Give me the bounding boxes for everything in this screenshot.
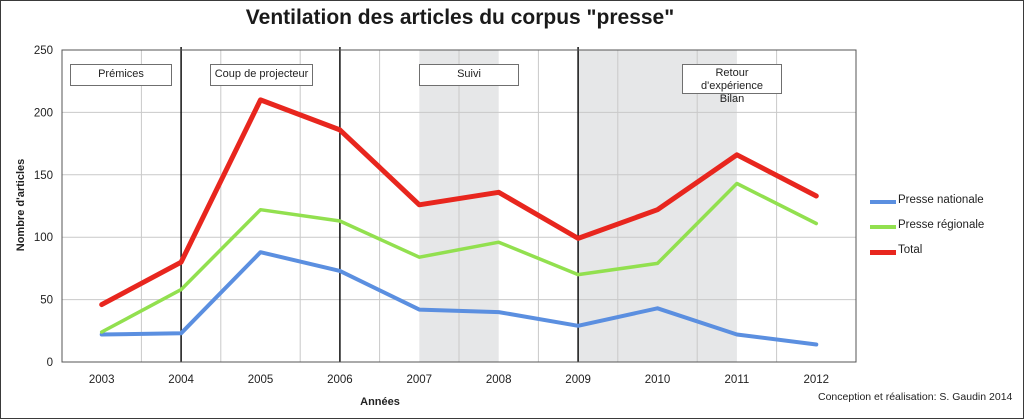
series-1-point-2012: [815, 222, 818, 225]
series-2-point-2003: [100, 303, 103, 306]
y-tick-label-0: 0: [47, 357, 53, 369]
x-tick-label-2003: 2003: [89, 374, 115, 386]
legend-label-presse-nationale: Presse nationale: [898, 194, 984, 206]
series-2-point-2004: [180, 261, 182, 263]
x-tick-label-2008: 2008: [486, 374, 512, 386]
series-1-point-2008: [497, 241, 500, 243]
series-1-point-2004: [180, 288, 182, 291]
period-label-retour-line1: Retour d'expérience: [700, 67, 764, 92]
period-label-premices-text: Prémices: [98, 68, 144, 80]
series-0-point-2008: [497, 311, 500, 313]
x-tick-label-2006: 2006: [327, 374, 353, 386]
y-axis-label: Nombre d'articles: [15, 158, 27, 252]
x-tick-label-2004: 2004: [168, 374, 194, 386]
series-line-2: [99, 97, 819, 308]
x-tick-label-2010: 2010: [645, 374, 671, 386]
x-axis-label: Années: [360, 396, 400, 408]
period-label-suivi-text: Suivi: [457, 68, 481, 80]
plot-border: [61, 49, 857, 363]
series-1-point-2005: [259, 208, 262, 211]
series-line-0: [99, 250, 819, 347]
legend-swatch-total: [870, 250, 896, 255]
legend-swatch-presse-nationale: [870, 200, 896, 204]
series-0-point-2009: [577, 325, 579, 327]
y-tick-label-5: 250: [34, 45, 53, 57]
credit-text: Conception et réalisation: S. Gaudin 201…: [818, 391, 1013, 403]
period-label-retour-line2: Bilan: [719, 93, 745, 105]
period-label-coup-de-projecteur: Coup de projecteur: [210, 64, 313, 86]
legend-label-presse-regionale: Presse régionale: [898, 219, 985, 231]
period-label-suivi: Suivi: [419, 64, 519, 86]
series-1-point-2006: [339, 220, 341, 222]
period-label-premices: Prémices: [70, 64, 172, 86]
series-1-point-2011: [736, 182, 738, 185]
series-line-1: [99, 181, 819, 334]
x-tick-label-2007: 2007: [407, 374, 433, 386]
x-tick-label-2005: 2005: [248, 374, 274, 386]
series-0-point-2003: [100, 333, 103, 336]
chart-title: Ventilation des articles du corpus "pres…: [245, 6, 675, 29]
series-2-point-2012: [815, 195, 818, 197]
y-tick-label-1: 50: [40, 295, 53, 307]
x-tick-label-2009: 2009: [565, 374, 591, 386]
series-2-point-2005: [259, 99, 262, 101]
series-0-point-2012: [815, 343, 818, 346]
series-2-point-2009: [577, 237, 579, 240]
y-tick-label-3: 150: [34, 170, 53, 182]
y-tick-label-2: 100: [34, 232, 53, 244]
series-0-point-2006: [339, 270, 341, 272]
series-0-point-2007: [418, 308, 421, 311]
period-label-retour-experience: Retour d'expérience Bilan: [682, 64, 782, 105]
series-1-point-2003: [100, 331, 103, 333]
period-label-coup-de-projecteur-text: Coup de projecteur: [214, 68, 309, 80]
legend-swatch-presse-regionale: [870, 225, 896, 229]
series-1-point-2010: [656, 262, 659, 265]
series-2-point-2007: [418, 203, 421, 206]
series-2-point-2011: [736, 154, 738, 156]
series-2-point-2006: [339, 129, 341, 131]
x-tick-label-2012: 2012: [804, 374, 830, 386]
y-tick-label-4: 200: [34, 107, 53, 119]
series-0-point-2004: [180, 332, 182, 335]
series-2-point-2010: [656, 208, 659, 211]
series-0-point-2005: [259, 251, 262, 253]
series-0-point-2010: [656, 307, 659, 310]
x-tick-label-2011: 2011: [725, 374, 750, 386]
legend-label-total: Total: [898, 244, 923, 256]
series-0-point-2011: [736, 333, 738, 336]
series-2-point-2008: [497, 191, 500, 194]
series-1-point-2007: [418, 256, 421, 258]
series-1-point-2009: [577, 273, 579, 276]
